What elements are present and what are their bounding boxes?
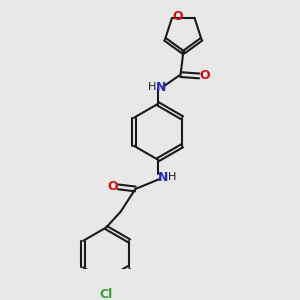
Text: H: H xyxy=(168,172,176,182)
Text: Cl: Cl xyxy=(100,287,113,300)
Text: O: O xyxy=(200,69,210,82)
Text: O: O xyxy=(172,10,183,23)
Text: N: N xyxy=(156,81,167,94)
Text: N: N xyxy=(158,170,168,184)
Text: H: H xyxy=(148,82,156,92)
Text: O: O xyxy=(107,180,118,193)
